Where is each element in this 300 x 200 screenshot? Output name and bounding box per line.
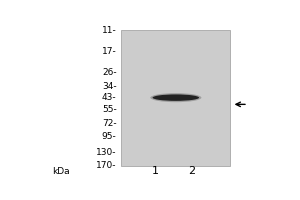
Text: 95-: 95- xyxy=(102,132,116,141)
Bar xyxy=(121,30,230,166)
Text: 34-: 34- xyxy=(102,82,116,91)
Ellipse shape xyxy=(150,93,201,102)
Text: 1: 1 xyxy=(152,166,158,176)
Ellipse shape xyxy=(153,94,199,101)
Text: 55-: 55- xyxy=(102,105,116,114)
Text: 170-: 170- xyxy=(96,161,116,170)
Text: kDa: kDa xyxy=(52,167,70,176)
Text: 43-: 43- xyxy=(102,93,116,102)
Text: 17-: 17- xyxy=(102,47,116,56)
Text: 11-: 11- xyxy=(102,26,116,35)
Text: 130-: 130- xyxy=(96,148,116,157)
Text: 72-: 72- xyxy=(102,119,116,128)
Text: 2: 2 xyxy=(189,166,196,176)
Text: 26-: 26- xyxy=(102,68,116,77)
